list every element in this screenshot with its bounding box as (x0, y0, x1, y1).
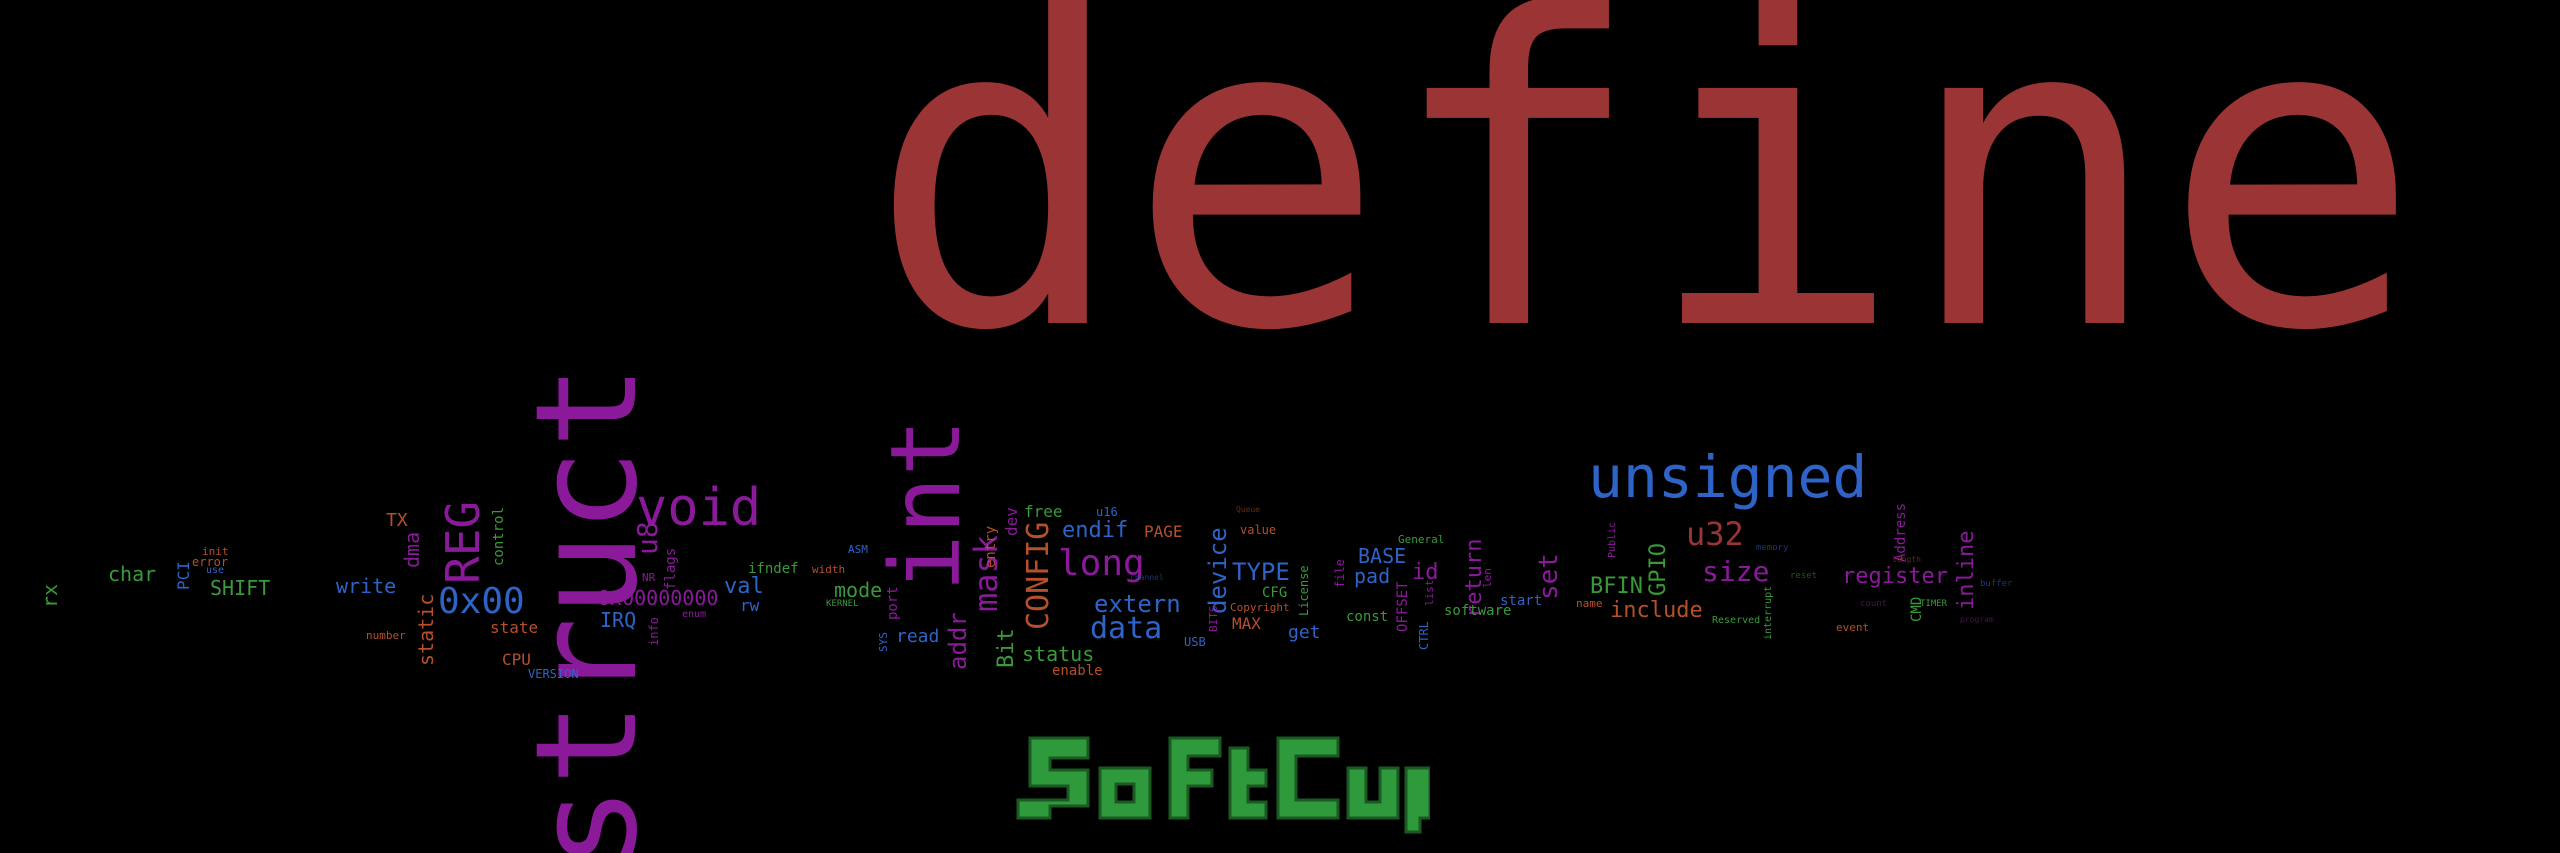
word-timer: TIMER (1920, 599, 1948, 609)
word-channel: channel (1130, 573, 1164, 582)
word-flags: flags (663, 547, 679, 590)
word-max: MAX (1232, 614, 1261, 633)
word-init: init (202, 545, 229, 558)
word-u8: u8 (631, 521, 664, 555)
word-info: info (647, 617, 661, 646)
word-control: control (491, 506, 507, 566)
word-bfin: BFIN (1590, 574, 1643, 599)
word-file: file (1333, 559, 1347, 588)
word-dma: dma (400, 531, 424, 568)
word-bits: BITS (1207, 605, 1220, 633)
word-memory: memory (1756, 543, 1789, 553)
word-interrupt: interrupt (1763, 585, 1774, 640)
word-reserved: Reserved (1712, 615, 1761, 626)
word-number: number (366, 629, 406, 642)
word-tx: TX (386, 510, 408, 531)
word-cpu: CPU (502, 650, 531, 669)
word-void: void (636, 478, 762, 538)
word-copyright: Copyright (1230, 601, 1290, 614)
word-rx: rx (38, 583, 62, 608)
word-u32: u32 (1686, 515, 1744, 553)
word-start: start (1500, 593, 1543, 609)
word-val: val (724, 574, 764, 599)
word-enum: enum (682, 609, 707, 620)
word-pad: pad (1354, 564, 1391, 588)
word-gpio: GPIO (1646, 543, 1671, 596)
word-use: use (206, 565, 225, 576)
word-sys: SYS (877, 632, 890, 652)
word-software: software (1444, 603, 1512, 619)
word-kernel: KERNEL (826, 599, 859, 609)
word-pci: PCI (174, 561, 193, 590)
word-static: static (414, 593, 438, 666)
word-address: Address (1893, 502, 1909, 562)
word-count: count (1860, 599, 1888, 609)
word-free: free (1024, 502, 1063, 521)
word-endif: endif (1062, 518, 1129, 543)
word-port: port (885, 586, 901, 620)
word-hex00: 0x00 (438, 581, 525, 622)
word-queue: Queue (1236, 505, 1261, 514)
word-device: device (1204, 527, 1232, 614)
word-rw: rw (740, 596, 760, 615)
word-state: state (490, 618, 539, 637)
word-hexlong: 0x00000000 (598, 586, 719, 610)
word-reg: REG (436, 500, 490, 584)
word-config: CONFIG (1021, 521, 1056, 630)
word-ctrl: CTRL (1417, 621, 1431, 650)
word-dev: dev (1002, 507, 1021, 536)
word-general: General (1398, 533, 1445, 546)
word-enable: enable (1052, 663, 1103, 679)
word-size: size (1702, 555, 1770, 588)
word-page: PAGE (1144, 522, 1183, 541)
word-value: value (1240, 523, 1277, 537)
word-u16: u16 (1096, 505, 1118, 519)
word-base: BASE (1358, 544, 1407, 568)
word-bit: Bit (994, 628, 1019, 668)
word-inline: inline (1954, 530, 1979, 610)
word-entry: entry (983, 525, 999, 568)
word-buffer: buffer (1980, 579, 2013, 589)
softcup-logo (1016, 736, 1430, 834)
word-asm: ASM (848, 543, 868, 556)
word-nr: NR (642, 571, 656, 584)
word-version: VERSION (528, 667, 579, 681)
word-mode: mode (834, 578, 883, 602)
word-reset: reset (1790, 571, 1818, 581)
word-type: TYPE (1232, 558, 1290, 586)
word-extern: extern (1094, 590, 1181, 618)
word-irq: IRQ (600, 608, 637, 632)
word-register: register (1842, 564, 1948, 589)
word-id: id (1412, 560, 1439, 585)
word-len: len (1481, 568, 1494, 588)
word-read: read (896, 626, 940, 647)
word-length: length (1892, 555, 1921, 564)
word-program: program (1960, 615, 1994, 624)
word-usb: USB (1184, 635, 1206, 649)
word-define: define (868, 0, 2422, 425)
word-data: data (1090, 611, 1163, 646)
word-write: write (336, 574, 397, 598)
word-shift: SHIFT (210, 576, 271, 600)
word-char: char (108, 562, 157, 586)
word-event: event (1836, 621, 1870, 634)
word-unsigned: unsigned (1588, 443, 1868, 511)
word-offset: OFFSET (1395, 581, 1411, 632)
word-status: status (1022, 642, 1095, 666)
word-public: Public (1607, 521, 1618, 558)
word-width: width (812, 563, 846, 576)
word-long: long (1058, 543, 1145, 584)
word-error: error (192, 555, 229, 569)
word-license: License (1297, 565, 1311, 616)
word-const: const (1346, 609, 1389, 625)
word-ifndef: ifndef (748, 561, 799, 577)
word-include: include (1610, 598, 1703, 623)
word-list: list (1423, 579, 1436, 607)
word-int: int (870, 418, 982, 592)
word-cfg: CFG (1262, 585, 1288, 601)
word-name: name (1576, 597, 1603, 610)
word-get: get (1288, 622, 1321, 643)
word-addr: addr (944, 612, 972, 670)
